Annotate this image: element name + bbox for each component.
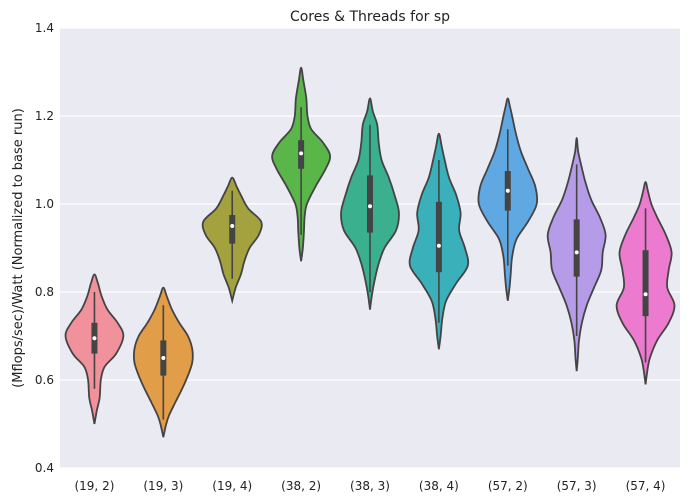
x-tick-label: (57, 3)	[557, 479, 597, 493]
y-tick-label: 1.2	[35, 109, 54, 123]
x-tick-label: (57, 4)	[626, 479, 666, 493]
y-tick-label: 0.8	[35, 285, 54, 299]
violin-4	[340, 97, 400, 310]
violin-median	[299, 151, 304, 156]
violin-iqr-box	[435, 201, 442, 273]
x-tick-labels: (19, 2) (19, 3) (19, 4) (38, 2) (38, 3) (38, …	[74, 479, 665, 493]
violin-iqr-box	[573, 219, 580, 277]
violin-median	[574, 250, 579, 255]
y-tick-labels: 0.4 0.6 0.8 1.0 1.2 1.4	[35, 21, 54, 475]
violin-8	[615, 181, 676, 385]
violin-median	[505, 188, 510, 193]
y-axis-label: (Mflops/sec)/Watt (Normalized to base ru…	[11, 108, 26, 388]
violin-median	[230, 224, 235, 228]
violin-1	[132, 286, 194, 438]
violin-iqr-box	[642, 250, 649, 317]
x-tick-label: (38, 3)	[350, 479, 390, 493]
violin-iqr-box	[229, 215, 236, 244]
x-tick-label: (19, 3)	[143, 479, 183, 493]
violin-median	[161, 356, 166, 360]
y-tick-label: 1.4	[35, 21, 54, 35]
chart-title: Cores & Threads for sp	[290, 9, 450, 25]
x-tick-label: (57, 2)	[488, 479, 528, 493]
violin-6	[477, 97, 539, 301]
y-tick-label: 0.6	[35, 373, 54, 387]
x-tick-label: (19, 2)	[74, 479, 114, 493]
violin-median	[436, 243, 441, 248]
violin-median	[92, 336, 97, 341]
violin-0	[64, 273, 125, 425]
violin-5	[408, 132, 470, 350]
violin-median	[368, 204, 372, 209]
y-tick-label: 0.4	[35, 461, 54, 475]
violins	[64, 66, 676, 438]
violin-7	[546, 137, 607, 372]
violin-3	[271, 66, 331, 262]
y-tick-label: 1.0	[35, 197, 54, 211]
violin-iqr-box	[367, 175, 373, 233]
x-tick-label: (38, 4)	[419, 479, 459, 493]
violin-median	[643, 292, 648, 297]
violin-2	[201, 176, 263, 305]
x-tick-label: (19, 4)	[212, 479, 252, 493]
x-tick-label: (38, 2)	[281, 479, 321, 493]
